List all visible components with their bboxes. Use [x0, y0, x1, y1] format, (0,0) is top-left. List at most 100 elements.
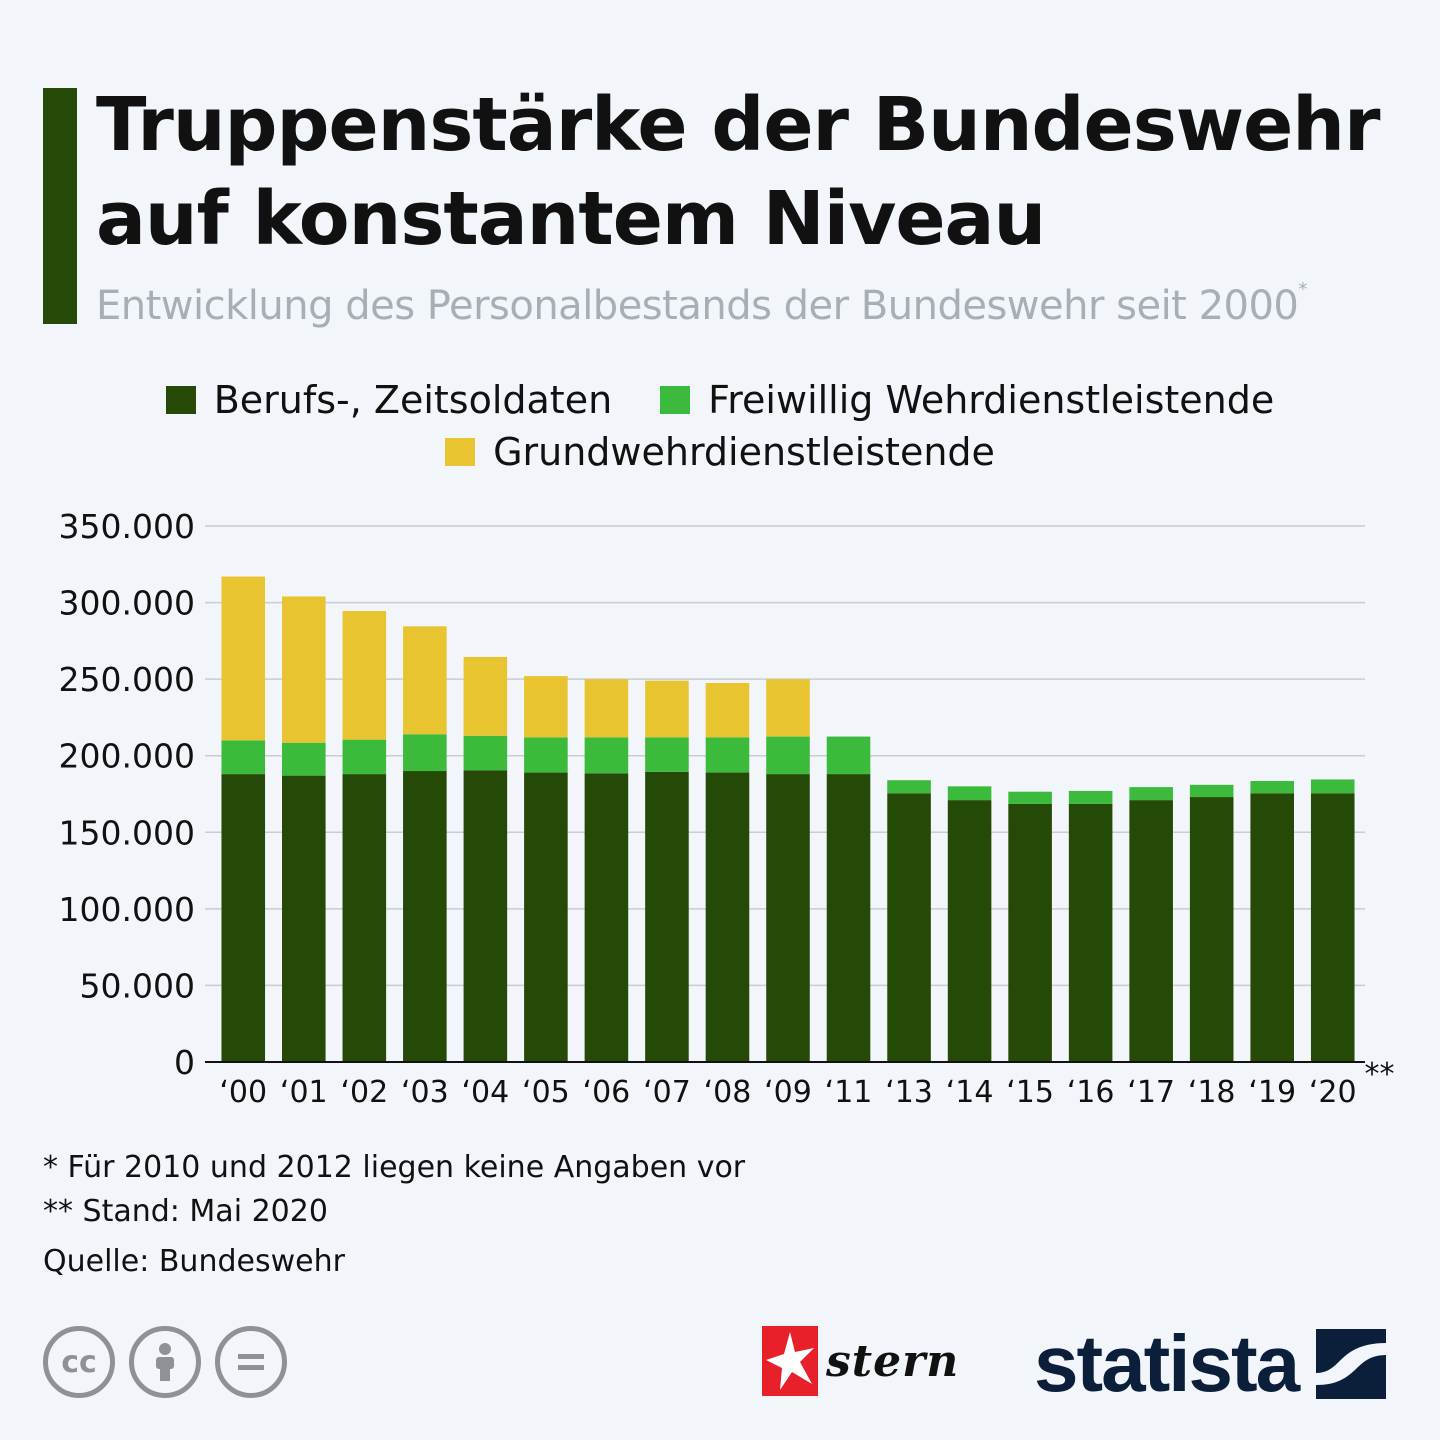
bar-segment-freiwillig	[826, 736, 871, 775]
equals-icon	[238, 1354, 264, 1370]
bar-segment-berufs	[1008, 803, 1052, 1062]
bar-segment-freiwillig	[282, 742, 326, 776]
bar-segment-freiwillig	[947, 786, 992, 801]
y-tick-label: 300.000	[59, 584, 195, 623]
x-tick-label: ‘15	[1006, 1075, 1054, 1110]
y-tick-label: 250.000	[59, 660, 195, 699]
legend-swatch-berufs	[165, 386, 196, 414]
x-tick-label: ‘04	[462, 1075, 510, 1110]
statista-mark-icon	[1316, 1329, 1387, 1399]
bar-segment-freiwillig	[705, 737, 750, 773]
bar-segment-freiwillig	[524, 737, 568, 773]
no-derivatives-icon[interactable]	[215, 1326, 287, 1398]
bar-segment-berufs	[1250, 793, 1294, 1062]
bar-segment-berufs	[826, 774, 871, 1062]
x-tick-label: ‘17	[1127, 1075, 1175, 1110]
bar-segment-grund	[463, 656, 508, 736]
source-note: Quelle: Bundeswehr	[43, 1244, 345, 1279]
bar-segment-berufs	[584, 773, 629, 1062]
x-tick-label: ‘11	[825, 1075, 873, 1110]
legend-swatch-grund	[445, 438, 476, 466]
bar-segment-freiwillig	[1129, 787, 1173, 801]
license-icons: cc	[43, 1326, 301, 1398]
bar-segment-freiwillig	[1189, 784, 1234, 798]
subtitle-marker: *	[1298, 279, 1307, 300]
x-tick-label: ‘07	[643, 1075, 691, 1110]
bar-segment-grund	[282, 596, 326, 743]
bar-segment-berufs	[887, 793, 931, 1062]
footnote-2: ** Stand: Mai 2020	[43, 1194, 328, 1229]
x-tick-label: ‘06	[583, 1075, 631, 1110]
bar-segment-berufs	[766, 774, 810, 1062]
statista-logo: statista	[1034, 1318, 1387, 1410]
x-tick-label: ‘20	[1309, 1075, 1357, 1110]
person-icon	[156, 1343, 174, 1381]
bar-segment-berufs	[645, 771, 689, 1062]
legend-label-freiwillig: Freiwillig Wehrdienstleistende	[708, 378, 1275, 422]
x-tick-label: ‘13	[885, 1075, 933, 1110]
y-tick-label: 350.000	[59, 507, 195, 546]
x-tick-label: ‘09	[764, 1075, 812, 1110]
bar-segment-berufs	[705, 772, 750, 1062]
bar-segment-berufs	[403, 771, 447, 1062]
bar-segment-grund	[221, 576, 266, 741]
bar-segment-grund	[645, 680, 689, 738]
footnotes: * Für 2010 und 2012 liegen keine Angaben…	[43, 1146, 745, 1284]
y-tick-label: 150.000	[59, 813, 195, 852]
creative-commons-icon[interactable]: cc	[43, 1326, 115, 1398]
stacked-bar-chart: 0 50.000 100.000 150.000 200.000 250.000 300.0…	[59, 507, 1395, 1110]
y-tick-label: 50.000	[80, 966, 195, 1005]
y-tick-label: 100.000	[59, 890, 195, 929]
x-tick-label: ‘18	[1188, 1075, 1236, 1110]
bar-segment-freiwillig	[342, 739, 387, 775]
bar-segment-freiwillig	[887, 780, 931, 794]
bar-segment-berufs	[282, 775, 326, 1062]
y-tick-label: 0	[174, 1043, 195, 1082]
legend-item-grund: Grundwehrdienstleistende	[445, 430, 995, 474]
bar-segment-grund	[403, 626, 447, 735]
bar-segment-grund	[766, 679, 810, 737]
title-line-2: auf konstantem Niveau	[96, 176, 1046, 262]
bar-segment-freiwillig	[403, 734, 447, 772]
bar-segment-grund	[705, 682, 750, 738]
legend-item-freiwillig: Freiwillig Wehrdienstleistende	[660, 378, 1274, 422]
x-tick-label: ‘16	[1067, 1075, 1115, 1110]
x-tick-label: ‘03	[401, 1075, 449, 1110]
bar-segment-berufs	[1189, 797, 1234, 1062]
x-tick-label: ‘00	[219, 1075, 267, 1110]
bar-segment-berufs	[1129, 800, 1173, 1062]
x-tick-label: ‘19	[1248, 1075, 1296, 1110]
bar-segment-freiwillig	[463, 735, 508, 771]
footnote-1: * Für 2010 und 2012 liegen keine Angaben…	[43, 1150, 746, 1185]
chart-subtitle: Entwicklung des Personalbestands der Bun…	[96, 279, 1416, 329]
title-line-1: Truppenstärke der Bundeswehr	[96, 82, 1380, 168]
stern-wordmark: stern	[826, 1335, 960, 1387]
bar-segment-freiwillig	[766, 736, 810, 775]
bar-segment-berufs	[1310, 793, 1355, 1062]
accent-bar	[43, 88, 77, 324]
x-tick-label: ‘01	[280, 1075, 328, 1110]
bar-segment-berufs	[221, 774, 266, 1062]
bar-segment-berufs	[947, 800, 992, 1062]
x-tick-label: ‘14	[946, 1075, 994, 1110]
attribution-icon[interactable]	[129, 1326, 201, 1398]
legend: Berufs-, Zeitsoldaten Freiwillig Wehrdie…	[0, 374, 1440, 478]
bar-segment-freiwillig	[1008, 791, 1052, 804]
legend-swatch-freiwillig	[660, 386, 691, 414]
bar-segment-berufs	[463, 770, 508, 1062]
bar-segment-freiwillig	[1310, 779, 1355, 794]
stern-logo: stern	[762, 1326, 959, 1396]
x-tick-label: ‘08	[704, 1075, 752, 1110]
bar-segment-freiwillig	[1068, 790, 1113, 804]
legend-item-berufs: Berufs-, Zeitsoldaten	[165, 378, 612, 422]
cc-icon-text: cc	[61, 1344, 97, 1380]
statista-wordmark: statista	[1034, 1319, 1300, 1408]
y-tick-label: 200.000	[59, 737, 195, 776]
bar-segment-freiwillig	[1250, 780, 1294, 794]
bar-segment-grund	[524, 676, 568, 738]
stern-star-icon	[762, 1326, 818, 1396]
x-tick-marker: **	[1365, 1057, 1395, 1092]
x-tick-label: ‘05	[522, 1075, 570, 1110]
x-tick-label: ‘02	[340, 1075, 388, 1110]
subtitle-text: Entwicklung des Personalbestands der Bun…	[96, 283, 1299, 329]
